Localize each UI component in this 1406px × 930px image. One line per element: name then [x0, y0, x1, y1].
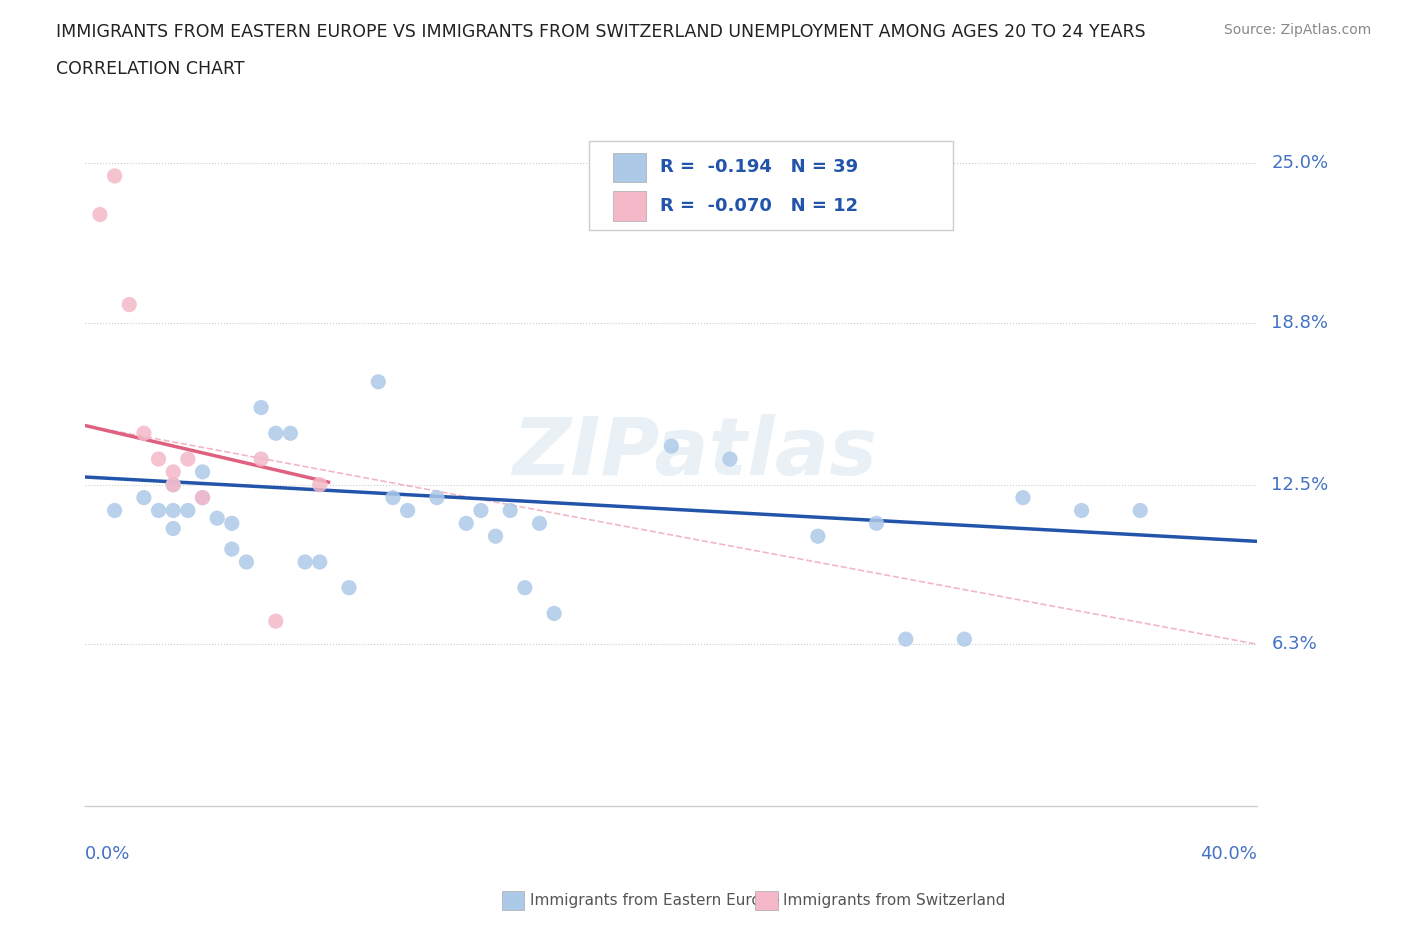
- Text: ZIPatlas: ZIPatlas: [512, 414, 877, 492]
- Bar: [613, 153, 645, 182]
- Point: [264, 426, 287, 441]
- Point: [894, 631, 917, 646]
- Point: [367, 375, 389, 390]
- Point: [1129, 503, 1152, 518]
- Point: [308, 477, 330, 492]
- Point: [191, 490, 214, 505]
- Point: [396, 503, 419, 518]
- Text: Immigrants from Eastern Europe: Immigrants from Eastern Europe: [530, 893, 780, 908]
- Point: [132, 490, 155, 505]
- Text: IMMIGRANTS FROM EASTERN EUROPE VS IMMIGRANTS FROM SWITZERLAND UNEMPLOYMENT AMONG: IMMIGRANTS FROM EASTERN EUROPE VS IMMIGR…: [56, 23, 1146, 41]
- Text: R =  -0.070   N = 12: R = -0.070 N = 12: [659, 197, 858, 215]
- Point: [308, 554, 330, 569]
- Text: 0.0%: 0.0%: [86, 845, 131, 863]
- Point: [132, 426, 155, 441]
- Point: [162, 477, 184, 492]
- Point: [118, 298, 141, 312]
- Text: 40.0%: 40.0%: [1201, 845, 1257, 863]
- Point: [148, 503, 170, 518]
- Point: [294, 554, 316, 569]
- Point: [953, 631, 976, 646]
- Point: [1070, 503, 1092, 518]
- Point: [499, 503, 522, 518]
- Point: [543, 606, 565, 621]
- Point: [250, 452, 273, 467]
- Point: [456, 516, 478, 531]
- Text: 6.3%: 6.3%: [1271, 635, 1317, 653]
- Point: [104, 503, 127, 518]
- Point: [148, 452, 170, 467]
- Point: [426, 490, 449, 505]
- FancyBboxPatch shape: [589, 141, 953, 230]
- Point: [191, 464, 214, 479]
- Point: [162, 521, 184, 536]
- Text: 18.8%: 18.8%: [1271, 313, 1329, 332]
- Point: [221, 541, 243, 556]
- Point: [280, 426, 302, 441]
- Text: CORRELATION CHART: CORRELATION CHART: [56, 60, 245, 78]
- Point: [718, 452, 741, 467]
- Point: [104, 168, 127, 183]
- Point: [191, 490, 214, 505]
- Point: [177, 452, 200, 467]
- Point: [382, 490, 405, 505]
- Point: [162, 477, 184, 492]
- Point: [162, 503, 184, 518]
- Bar: [613, 191, 645, 220]
- Point: [264, 614, 287, 629]
- Point: [513, 580, 536, 595]
- Point: [807, 529, 830, 544]
- Text: 25.0%: 25.0%: [1271, 154, 1329, 172]
- Point: [659, 439, 682, 454]
- Point: [337, 580, 360, 595]
- Point: [484, 529, 506, 544]
- Point: [205, 511, 228, 525]
- Text: Immigrants from Switzerland: Immigrants from Switzerland: [783, 893, 1005, 908]
- Point: [1012, 490, 1035, 505]
- Point: [470, 503, 492, 518]
- Text: 12.5%: 12.5%: [1271, 476, 1329, 494]
- Point: [162, 464, 184, 479]
- Point: [89, 207, 111, 222]
- Text: R =  -0.194   N = 39: R = -0.194 N = 39: [659, 158, 858, 177]
- Point: [865, 516, 887, 531]
- Text: Source: ZipAtlas.com: Source: ZipAtlas.com: [1223, 23, 1371, 37]
- Point: [221, 516, 243, 531]
- Point: [250, 400, 273, 415]
- Point: [529, 516, 551, 531]
- Point: [235, 554, 257, 569]
- Point: [177, 503, 200, 518]
